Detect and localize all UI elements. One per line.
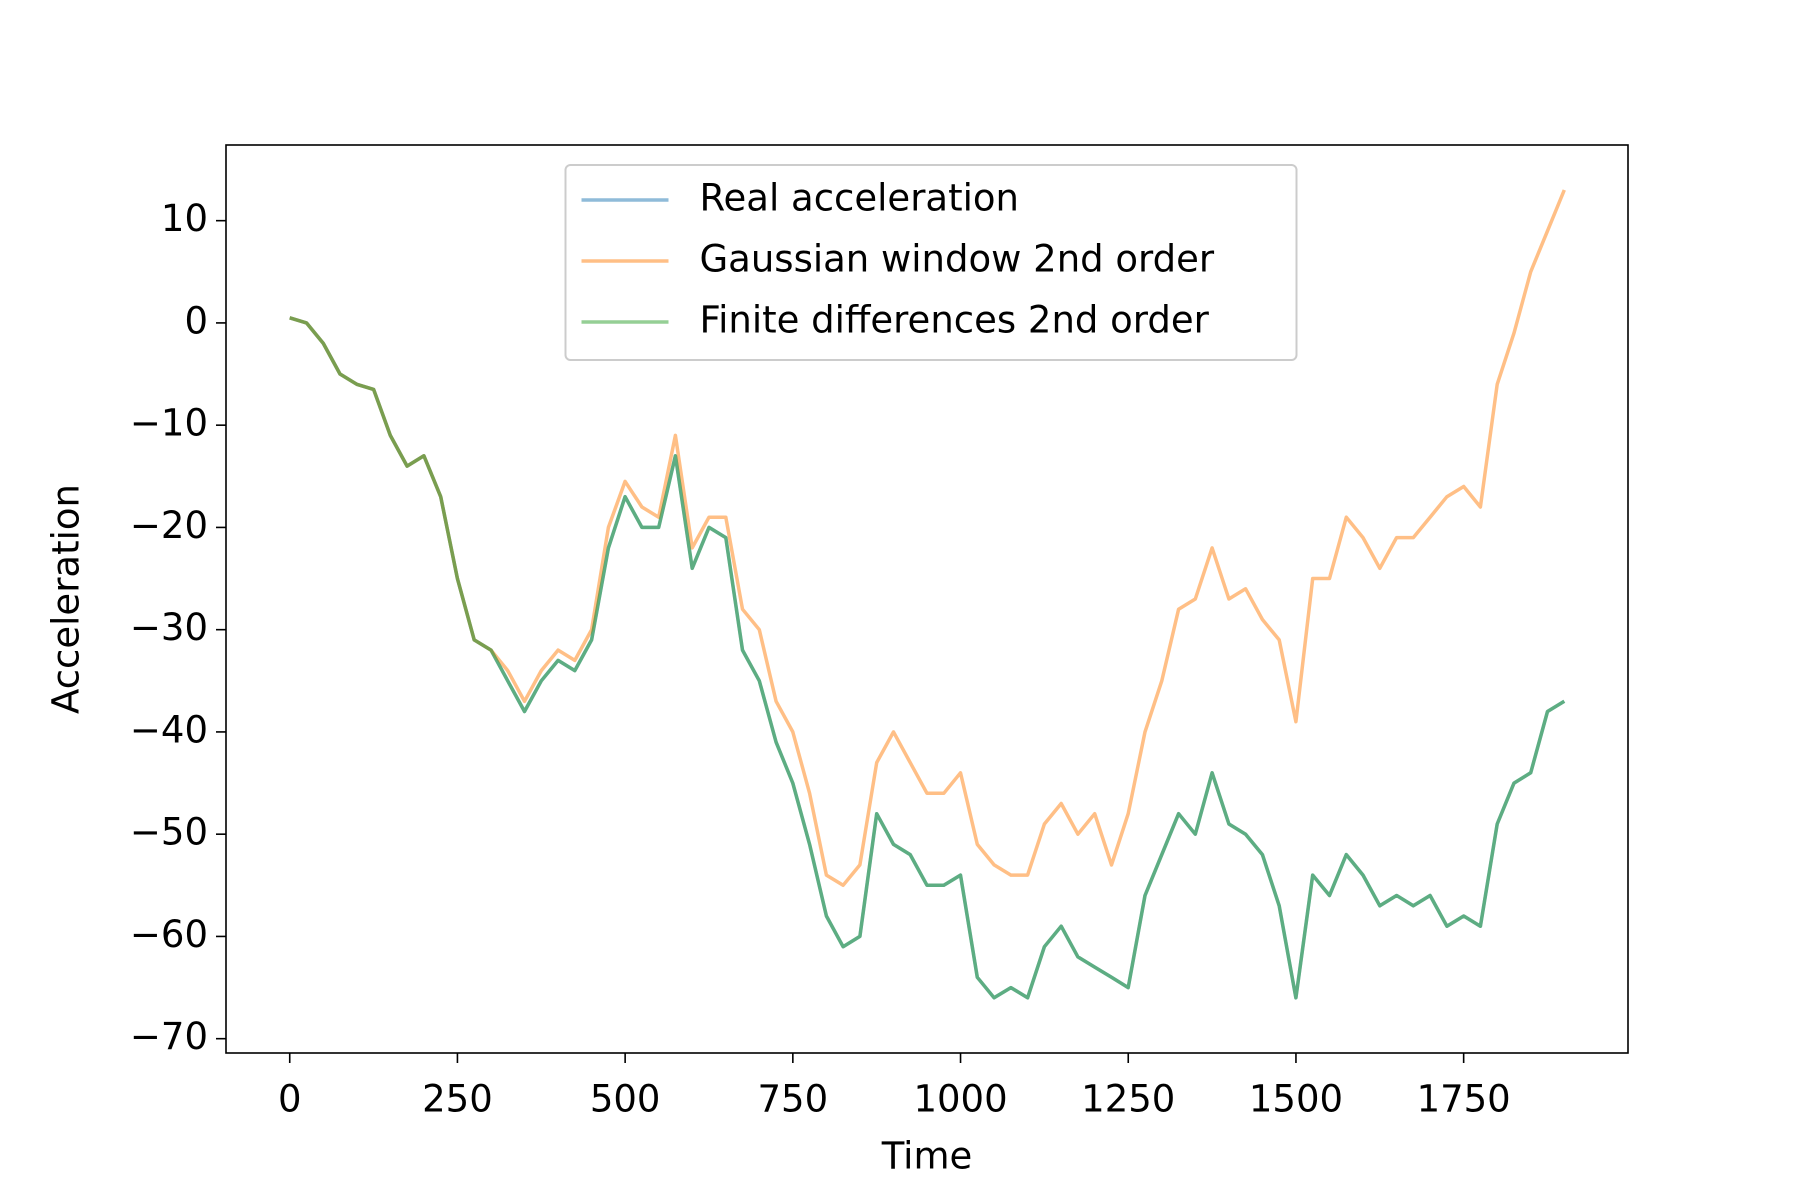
y-tick-label: −30 (130, 606, 208, 649)
x-tick-label: 1500 (1249, 1078, 1343, 1121)
x-axis-label: Time (881, 1135, 973, 1178)
legend-label: Gaussian window 2nd order (700, 238, 1215, 281)
y-tick-label: 10 (161, 197, 208, 240)
x-tick-label: 0 (278, 1078, 302, 1121)
y-tick-label: −40 (130, 708, 208, 751)
y-tick-label: −20 (130, 504, 208, 547)
plot-frame (225, 144, 1629, 1054)
x-tick-label: 1750 (1417, 1078, 1511, 1121)
x-tick-label: 250 (422, 1078, 493, 1121)
legend-label: Real acceleration (700, 177, 1019, 220)
x-tick-label: 1000 (913, 1078, 1007, 1121)
y-tick-label: −60 (130, 913, 208, 956)
legend-box (564, 164, 1298, 361)
y-tick-label: −50 (130, 811, 208, 854)
y-axis-label: Acceleration (45, 484, 88, 714)
x-tick-label: 750 (758, 1078, 829, 1121)
x-tick-label: 500 (590, 1078, 661, 1121)
data-line (289, 189, 1566, 888)
data-line (289, 316, 1566, 1000)
y-tick-label: 0 (184, 299, 208, 342)
y-tick-label: −10 (130, 402, 208, 445)
x-tick-label: 1250 (1081, 1078, 1175, 1121)
legend-label: Finite differences 2nd order (700, 299, 1210, 342)
y-tick-label: −70 (130, 1015, 208, 1058)
